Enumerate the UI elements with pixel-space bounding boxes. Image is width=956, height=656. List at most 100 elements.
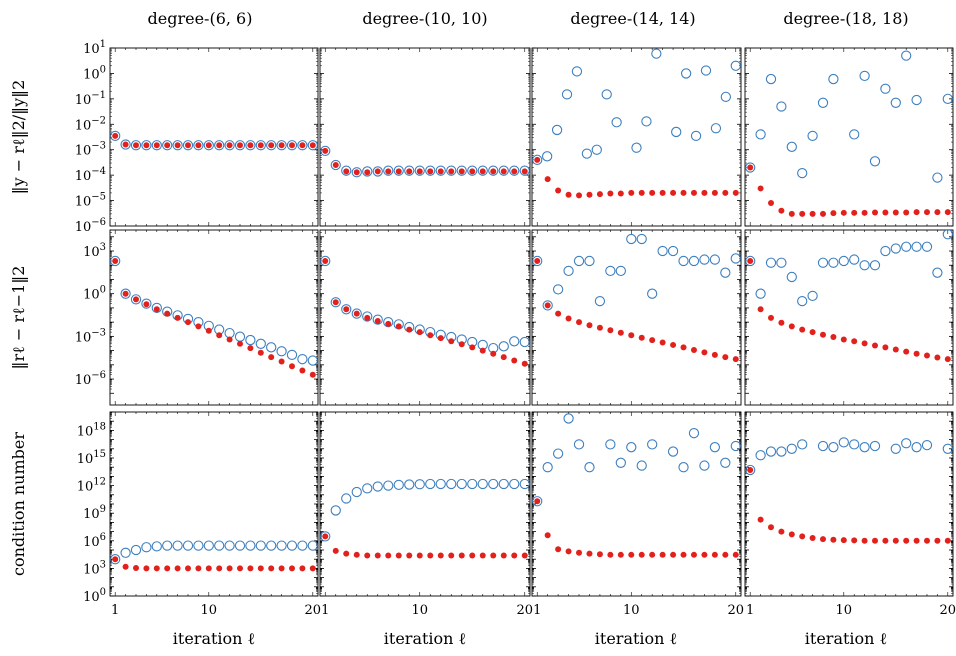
filled-marker: [701, 349, 708, 356]
filled-marker: [607, 190, 614, 197]
filled-marker: [690, 189, 697, 196]
filled-marker: [133, 565, 139, 572]
open-marker: [255, 140, 266, 151]
filled-marker: [164, 565, 171, 572]
filled-marker: [882, 344, 889, 351]
panel-frame: [319, 229, 531, 406]
x-tick-label: 20: [940, 603, 956, 618]
y-tick-label: 103: [83, 559, 106, 577]
open-marker: [765, 446, 777, 457]
column-title-4: degree-(18, 18): [783, 9, 908, 28]
x-tick-label: 1: [321, 603, 329, 618]
open-marker: [307, 355, 318, 366]
open-marker: [605, 265, 616, 277]
column-title-2: degree-(10, 10): [362, 9, 487, 28]
open-marker: [141, 542, 152, 553]
open-marker: [641, 116, 652, 127]
open-marker: [581, 148, 593, 159]
filled-marker: [427, 552, 434, 559]
filled-marker: [690, 551, 697, 558]
filled-marker: [809, 535, 816, 542]
open-marker: [776, 446, 787, 457]
panel-frame: [744, 411, 954, 597]
x-tick-label: 20: [516, 603, 533, 618]
open-marker: [286, 349, 298, 361]
markers: [320, 255, 530, 367]
y-tick-label: 100: [83, 587, 106, 605]
filled-marker: [892, 209, 899, 216]
filled-marker: [555, 310, 562, 317]
open-marker: [330, 297, 341, 308]
filled-marker: [892, 537, 899, 544]
filled-marker: [385, 552, 392, 559]
open-marker: [859, 260, 870, 271]
filled-marker: [861, 340, 868, 347]
filled-marker: [670, 551, 677, 558]
filled-marker: [521, 360, 528, 367]
filled-marker: [364, 169, 371, 176]
open-marker: [720, 267, 731, 278]
open-marker: [276, 140, 287, 151]
open-marker: [276, 540, 287, 551]
open-marker: [320, 255, 331, 267]
y-tick-label: 103: [83, 242, 106, 260]
y-tick-label: 10−3: [75, 141, 106, 159]
open-marker: [552, 448, 564, 459]
filled-marker: [861, 209, 868, 216]
filled-marker: [944, 356, 951, 363]
y-axis-labels: ‖y − rℓ‖2/‖y‖2 ‖rℓ − rℓ−1‖2 condition numb…: [9, 80, 28, 576]
open-marker: [519, 478, 530, 490]
filled-marker: [840, 537, 847, 544]
filled-marker: [586, 322, 593, 329]
column-title-1: degree-(6, 6): [148, 9, 253, 28]
open-marker: [730, 440, 741, 452]
open-marker: [255, 540, 266, 551]
filled-marker: [374, 168, 381, 175]
open-marker: [869, 156, 881, 167]
open-marker: [446, 165, 457, 176]
open-marker: [297, 354, 308, 365]
y-tick-label: 10−1: [75, 90, 106, 108]
open-marker: [601, 89, 612, 100]
open-marker: [626, 233, 637, 245]
open-marker: [651, 48, 662, 59]
filled-marker: [479, 168, 486, 175]
open-marker: [594, 295, 606, 307]
open-marker: [911, 94, 922, 106]
open-marker: [786, 141, 797, 152]
panel-frame: [744, 229, 954, 406]
panel-frame: [531, 47, 742, 227]
filled-marker: [479, 347, 486, 354]
filled-marker: [257, 142, 264, 149]
filled-marker: [247, 345, 254, 352]
open-marker: [942, 93, 953, 105]
filled-marker: [406, 326, 413, 333]
open-marker: [765, 73, 777, 85]
open-marker: [690, 130, 702, 142]
filled-marker: [649, 337, 656, 344]
filled-marker: [851, 338, 858, 345]
panel-r1-c4: [744, 47, 954, 227]
open-marker: [110, 130, 121, 142]
open-marker: [234, 140, 246, 151]
open-marker: [467, 165, 478, 176]
open-marker: [456, 165, 467, 176]
open-marker: [828, 73, 839, 85]
open-marker: [699, 460, 710, 471]
filled-marker: [757, 185, 764, 192]
open-marker: [709, 254, 721, 265]
y-tick-label: 101: [83, 39, 106, 57]
filled-marker: [924, 537, 930, 544]
panel-frame: [531, 411, 742, 597]
filled-marker: [343, 550, 350, 557]
filled-marker: [882, 209, 889, 216]
filled-marker: [607, 327, 614, 334]
filled-marker: [174, 314, 181, 321]
open-marker: [404, 479, 415, 490]
open-marker: [414, 479, 425, 490]
filled-marker: [628, 189, 635, 196]
filled-marker: [289, 363, 295, 370]
filled-marker: [112, 257, 119, 264]
filled-marker: [680, 189, 687, 196]
filled-marker: [690, 347, 697, 354]
